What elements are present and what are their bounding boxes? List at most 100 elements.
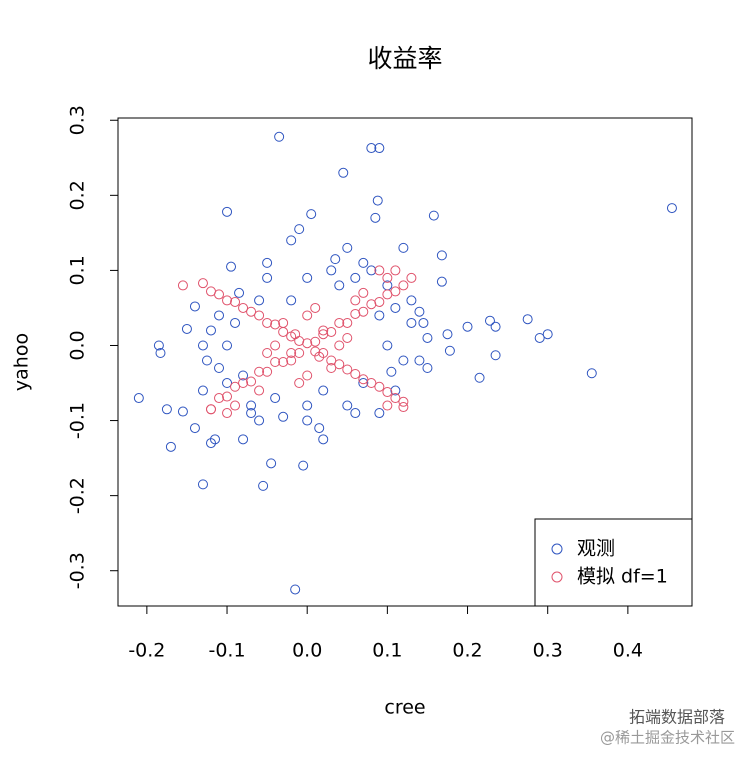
point bbox=[350, 308, 361, 319]
point bbox=[254, 366, 265, 377]
point bbox=[398, 355, 409, 366]
point bbox=[294, 378, 305, 389]
point bbox=[262, 347, 273, 358]
point bbox=[534, 332, 545, 343]
point bbox=[302, 415, 313, 426]
point bbox=[230, 296, 241, 307]
point bbox=[286, 295, 297, 306]
point bbox=[238, 302, 249, 313]
point bbox=[326, 363, 337, 374]
x-tick-label: 0.0 bbox=[292, 640, 322, 662]
point bbox=[270, 319, 281, 330]
point bbox=[254, 295, 265, 306]
y-axis-label: yahoo bbox=[11, 333, 33, 391]
point bbox=[214, 289, 225, 300]
point bbox=[382, 387, 393, 398]
point bbox=[358, 378, 369, 389]
point bbox=[286, 355, 297, 366]
point bbox=[490, 321, 501, 332]
point bbox=[302, 400, 313, 411]
x-axis-label: cree bbox=[384, 697, 425, 719]
point bbox=[306, 209, 317, 220]
point bbox=[302, 310, 313, 321]
point bbox=[197, 385, 208, 396]
point bbox=[214, 310, 225, 321]
point bbox=[262, 257, 273, 268]
point bbox=[205, 404, 216, 415]
point bbox=[197, 479, 208, 490]
point bbox=[234, 287, 245, 298]
point bbox=[414, 355, 425, 366]
x-tick-label: 0.4 bbox=[613, 640, 643, 662]
point bbox=[246, 376, 257, 387]
point bbox=[366, 143, 377, 154]
point bbox=[318, 325, 329, 336]
x-tick-label: 0.1 bbox=[372, 640, 402, 662]
y-tick-label: 0.1 bbox=[67, 255, 89, 285]
point bbox=[318, 385, 329, 396]
point bbox=[246, 408, 257, 419]
point bbox=[290, 584, 301, 595]
point bbox=[398, 242, 409, 253]
point bbox=[222, 391, 233, 402]
point bbox=[246, 306, 257, 317]
point bbox=[153, 340, 164, 351]
point bbox=[214, 363, 225, 374]
point bbox=[414, 306, 425, 317]
point bbox=[298, 460, 309, 471]
point bbox=[436, 250, 447, 261]
point bbox=[398, 396, 409, 407]
point bbox=[294, 224, 305, 235]
point bbox=[350, 408, 361, 419]
point bbox=[189, 423, 200, 434]
point bbox=[270, 340, 281, 351]
point bbox=[310, 336, 321, 347]
point bbox=[358, 257, 369, 268]
point bbox=[428, 210, 439, 221]
point bbox=[214, 393, 225, 404]
point bbox=[374, 296, 385, 307]
chart-title: 收益率 bbox=[367, 44, 442, 73]
point bbox=[386, 366, 397, 377]
point bbox=[358, 374, 369, 385]
point bbox=[374, 310, 385, 321]
y-tick-label: 0.2 bbox=[67, 180, 89, 210]
point bbox=[334, 359, 345, 370]
point bbox=[238, 378, 249, 389]
point bbox=[366, 265, 377, 276]
point bbox=[262, 272, 273, 283]
point bbox=[222, 378, 233, 389]
point bbox=[165, 441, 176, 452]
point bbox=[314, 423, 325, 434]
point bbox=[238, 434, 249, 445]
point bbox=[342, 332, 353, 343]
point bbox=[366, 378, 377, 389]
point bbox=[366, 299, 377, 310]
point bbox=[278, 411, 289, 422]
point bbox=[286, 347, 297, 358]
point bbox=[442, 329, 453, 340]
point bbox=[390, 302, 401, 313]
x-tick-label: -0.2 bbox=[128, 640, 165, 662]
point bbox=[222, 340, 233, 351]
point bbox=[326, 326, 337, 337]
point bbox=[222, 295, 233, 306]
point bbox=[290, 329, 301, 340]
legend-marker bbox=[551, 543, 563, 555]
point bbox=[318, 329, 329, 340]
point bbox=[484, 315, 495, 326]
plot-frame bbox=[117, 117, 693, 607]
point bbox=[334, 340, 345, 351]
point bbox=[278, 357, 289, 367]
point bbox=[462, 321, 473, 332]
point bbox=[310, 302, 321, 313]
point bbox=[390, 385, 401, 396]
point bbox=[181, 323, 192, 334]
point bbox=[294, 347, 305, 358]
point bbox=[230, 400, 241, 411]
point bbox=[666, 203, 677, 214]
point bbox=[278, 317, 289, 328]
point bbox=[342, 242, 353, 253]
